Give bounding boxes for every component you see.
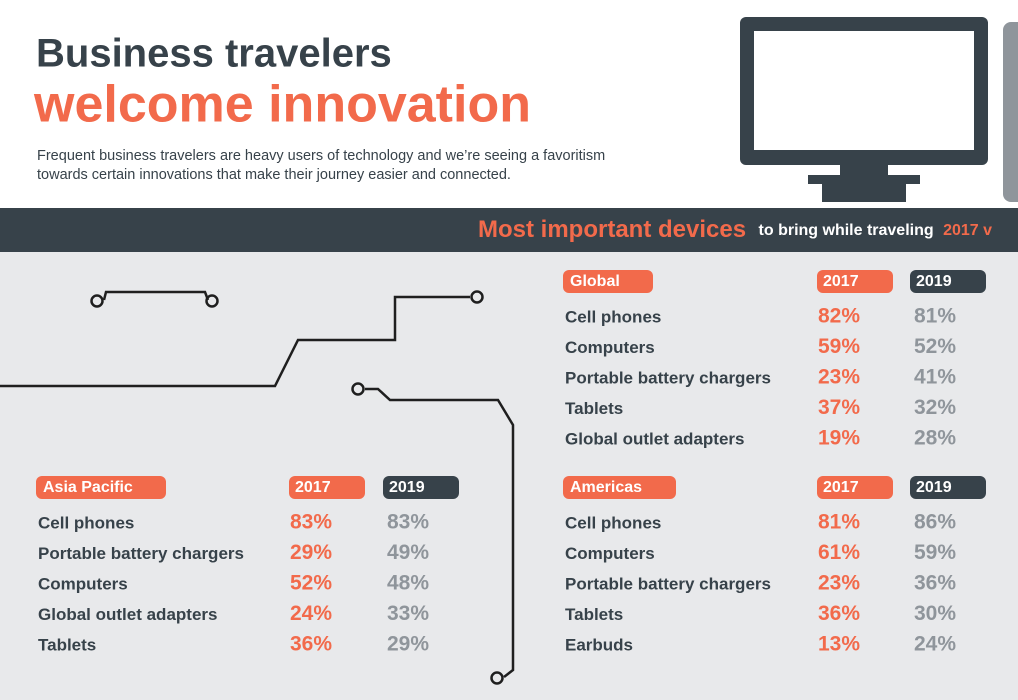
year-pill xyxy=(817,476,893,499)
year-pill xyxy=(910,270,986,293)
value-2019: 30% xyxy=(914,602,956,625)
value-2019: 41% xyxy=(914,366,956,389)
value-2019: 28% xyxy=(914,427,956,450)
circuit-lines xyxy=(0,290,515,685)
device-name: Cell phones xyxy=(565,513,661,532)
year-pill xyxy=(289,476,365,499)
value-2017: 81% xyxy=(818,511,860,534)
banner-years: 2017 v xyxy=(943,222,992,239)
value-2017: 36% xyxy=(818,602,860,625)
year-label: 2017 xyxy=(823,273,859,290)
value-2019: 83% xyxy=(387,511,429,534)
region-name: Global xyxy=(570,273,620,290)
value-2019: 24% xyxy=(914,633,956,656)
year-label: 2019 xyxy=(916,273,952,290)
value-2017: 37% xyxy=(818,396,860,419)
region-name: Asia Pacific xyxy=(43,479,133,496)
device-name: Global outlet adapters xyxy=(38,605,217,624)
year-pill xyxy=(910,476,986,499)
value-2019: 36% xyxy=(914,572,956,595)
value-2017: 52% xyxy=(290,572,332,595)
banner-bold: Most important devices xyxy=(478,216,746,243)
title-line1: Business travelers xyxy=(36,32,392,76)
device-name: Portable battery chargers xyxy=(565,368,771,387)
value-2017: 24% xyxy=(290,602,332,625)
banner-bg xyxy=(0,208,1018,252)
title-line2: welcome innovation xyxy=(33,76,531,134)
value-2019: 59% xyxy=(914,541,956,564)
value-2019: 52% xyxy=(914,335,956,358)
region-name: Americas xyxy=(570,479,642,496)
value-2017: 19% xyxy=(818,427,860,450)
value-2019: 32% xyxy=(914,396,956,419)
tablet-icon xyxy=(1003,22,1018,202)
device-name: Global outlet adapters xyxy=(565,429,744,448)
device-name: Cell phones xyxy=(565,307,661,326)
value-2019: 48% xyxy=(387,572,429,595)
device-name: Computers xyxy=(565,544,655,563)
year-label: 2017 xyxy=(823,479,859,496)
value-2019: 29% xyxy=(387,633,429,656)
device-name: Tablets xyxy=(565,399,623,418)
device-name: Portable battery chargers xyxy=(565,574,771,593)
device-name: Earbuds xyxy=(565,635,633,654)
description: towards certain innovations that make th… xyxy=(37,167,511,183)
device-name: Computers xyxy=(565,338,655,357)
value-2017: 23% xyxy=(818,572,860,595)
device-name: Portable battery chargers xyxy=(38,544,244,563)
value-2017: 29% xyxy=(290,541,332,564)
year-label: 2017 xyxy=(295,479,331,496)
device-name: Tablets xyxy=(565,605,623,624)
region-pill xyxy=(563,476,676,499)
value-2017: 83% xyxy=(290,511,332,534)
value-2019: 33% xyxy=(387,602,429,625)
banner-rest: to bring while traveling xyxy=(759,222,934,239)
year-label: 2019 xyxy=(389,479,425,496)
monitor-icon xyxy=(740,17,988,202)
value-2017: 59% xyxy=(818,335,860,358)
region-pill xyxy=(36,476,166,499)
device-name: Tablets xyxy=(38,635,96,654)
value-2017: 13% xyxy=(818,633,860,656)
description: Frequent business travelers are heavy us… xyxy=(37,148,605,164)
device-name: Computers xyxy=(38,574,128,593)
banner-title: Most important devices to bring while tr… xyxy=(478,216,992,243)
year-label: 2019 xyxy=(916,479,952,496)
value-2017: 61% xyxy=(818,541,860,564)
value-2019: 49% xyxy=(387,541,429,564)
value-2017: 82% xyxy=(818,305,860,328)
value-2017: 23% xyxy=(818,366,860,389)
year-pill xyxy=(383,476,459,499)
value-2017: 36% xyxy=(290,633,332,656)
value-2019: 86% xyxy=(914,511,956,534)
region-pill xyxy=(563,270,653,293)
value-2019: 81% xyxy=(914,305,956,328)
device-name: Cell phones xyxy=(38,513,134,532)
year-pill xyxy=(817,270,893,293)
